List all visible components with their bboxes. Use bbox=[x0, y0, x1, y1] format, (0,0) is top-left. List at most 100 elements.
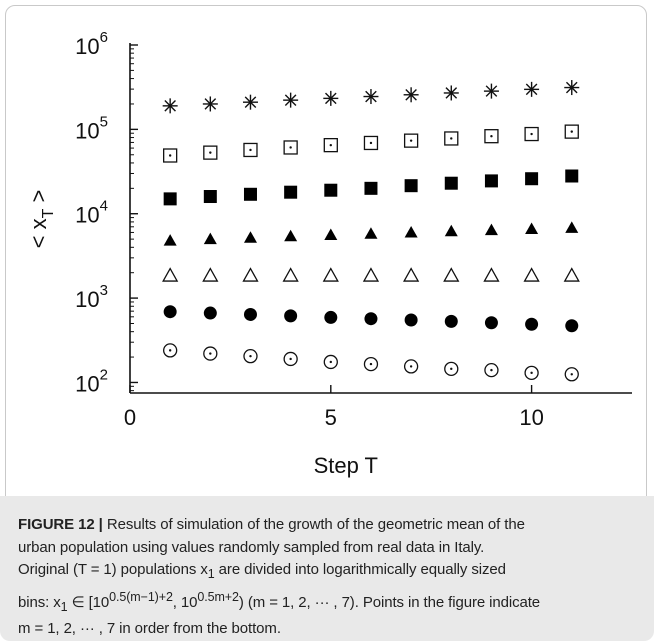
marker-stroke bbox=[244, 96, 257, 108]
open-triangle-point bbox=[242, 267, 259, 282]
marker-outline bbox=[243, 349, 258, 364]
marker-stroke bbox=[485, 85, 498, 97]
marker-outline bbox=[523, 267, 540, 282]
y-tick-label: 103 bbox=[75, 282, 108, 312]
marker-fill bbox=[525, 317, 539, 331]
marker-fill bbox=[404, 313, 418, 327]
marker-outline bbox=[163, 343, 178, 358]
axes bbox=[129, 43, 632, 394]
asterisk-point bbox=[202, 96, 218, 112]
filled-triangle-point bbox=[243, 231, 257, 243]
marker-outline bbox=[363, 135, 379, 151]
open-triangle-point bbox=[483, 267, 500, 282]
caption-line-1: FIGURE 12 | Results of simulation of the… bbox=[18, 514, 638, 537]
marker-dot bbox=[329, 360, 332, 364]
marker-outline bbox=[524, 365, 539, 380]
caption-line-2: urban population using values randomly s… bbox=[18, 538, 485, 556]
marker-outline bbox=[162, 267, 179, 282]
caption-text-4b: ∈ [10 bbox=[67, 593, 110, 611]
x-axis-title: Step T bbox=[314, 453, 378, 478]
marker-dot bbox=[209, 151, 212, 154]
marker-fill bbox=[484, 223, 498, 236]
marker-outline bbox=[202, 267, 219, 282]
marker-stroke bbox=[445, 87, 458, 99]
filled-circle-point bbox=[484, 316, 498, 330]
marker-outline bbox=[484, 362, 499, 378]
dotted-square-point bbox=[363, 135, 379, 151]
dotted-square-point bbox=[524, 126, 539, 142]
marker-fill bbox=[163, 234, 177, 246]
marker-fill bbox=[243, 307, 257, 321]
marker-outline bbox=[483, 267, 500, 282]
marker-fill bbox=[203, 190, 217, 204]
filled-circle-point bbox=[364, 312, 378, 326]
marker-fill bbox=[484, 316, 498, 330]
marker-fill bbox=[284, 309, 298, 323]
marker-fill bbox=[565, 221, 579, 233]
open-triangle-point bbox=[403, 267, 420, 282]
asterisk-point bbox=[443, 85, 459, 101]
marker-dot bbox=[450, 137, 453, 140]
dotted-circle-point bbox=[524, 365, 539, 380]
open-triangle-point bbox=[162, 267, 179, 282]
caption-text-4a: bins: x bbox=[18, 593, 61, 611]
marker-outline bbox=[163, 148, 178, 163]
marker-outline bbox=[203, 145, 218, 160]
dotted-circle-point bbox=[444, 361, 459, 376]
asterisk-point bbox=[242, 94, 258, 110]
asterisk-point bbox=[403, 87, 419, 103]
marker-fill bbox=[364, 227, 378, 239]
marker-dot bbox=[490, 368, 493, 372]
dotted-circle-point bbox=[243, 349, 258, 364]
open-triangle-point bbox=[202, 267, 219, 282]
marker-outline bbox=[283, 351, 298, 367]
marker-outline bbox=[242, 267, 259, 282]
filled-square-point bbox=[404, 179, 418, 193]
filled-square-point bbox=[163, 192, 177, 206]
marker-outline bbox=[363, 356, 379, 372]
marker-dot bbox=[249, 354, 252, 358]
filled-circle-point bbox=[565, 319, 579, 333]
x-tick-label: 5 bbox=[325, 405, 337, 430]
marker-dot bbox=[450, 367, 453, 371]
marker-stroke bbox=[525, 83, 538, 96]
marker-outline bbox=[282, 267, 299, 282]
marker-outline bbox=[283, 140, 298, 155]
open-triangle-point bbox=[563, 267, 580, 282]
dotted-circle-point bbox=[363, 356, 379, 372]
marker-outline bbox=[563, 267, 580, 282]
y-tick-label: 105 bbox=[75, 113, 108, 143]
open-triangle-point bbox=[362, 267, 380, 282]
caption-text-4c: , 10 bbox=[172, 593, 198, 611]
filled-triangle-point bbox=[484, 223, 498, 236]
marker-fill bbox=[404, 179, 418, 193]
marker-fill bbox=[565, 169, 579, 183]
marker-dot bbox=[168, 154, 172, 157]
marker-stroke bbox=[565, 81, 578, 94]
marker-outline bbox=[564, 367, 579, 382]
dotted-circle-point bbox=[323, 354, 338, 370]
data-marks bbox=[162, 80, 580, 382]
marker-outline bbox=[444, 131, 459, 146]
asterisk-point bbox=[524, 81, 540, 97]
filled-circle-point bbox=[404, 313, 418, 327]
dotted-square-point bbox=[564, 124, 579, 139]
marker-dot bbox=[490, 134, 493, 138]
filled-triangle-point bbox=[404, 225, 418, 238]
dotted-square-point bbox=[243, 142, 258, 158]
marker-fill bbox=[203, 306, 217, 320]
dotted-square-point bbox=[444, 131, 459, 146]
open-triangle-point bbox=[282, 267, 299, 282]
caption-text-4d: ) (m = 1, 2, ··· , 7). Points in the fig… bbox=[238, 593, 541, 611]
marker-fill bbox=[163, 305, 177, 319]
marker-dot bbox=[249, 148, 252, 152]
marker-outline bbox=[443, 267, 460, 282]
x-tick-label: 0 bbox=[124, 405, 136, 430]
caption-line-5: m = 1, 2, ··· , 7 in order from the bott… bbox=[18, 620, 281, 637]
x-tick-label: 10 bbox=[519, 405, 543, 430]
marker-outline bbox=[243, 142, 258, 158]
marker-fill bbox=[243, 231, 257, 243]
marker-dot bbox=[530, 132, 533, 136]
marker-fill bbox=[364, 181, 378, 195]
dotted-square-point bbox=[203, 145, 218, 160]
